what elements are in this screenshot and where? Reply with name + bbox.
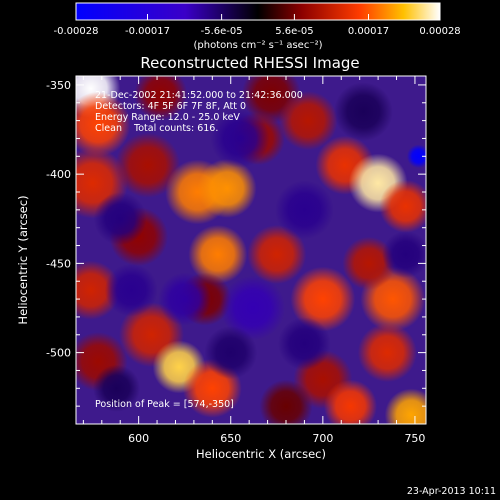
colorbar: -0.00028 -0.00017 -5.6e-05 5.6e-05 0.00017 0.… [54,2,461,51]
heatmap-blob [197,158,257,218]
x-axis-label: Heliocentric X (arcsec) [196,447,326,461]
y-axis-label: Heliocentric Y (arcsec) [16,195,30,324]
heatmap-blob [406,144,426,169]
heatmap-blob [93,192,147,246]
heatmap-blob [357,323,417,383]
heatmap-blob [92,364,141,412]
heatmap-blob [384,388,426,424]
heatmap-blob [290,266,356,332]
plot-frame [75,75,427,425]
heatmap-blob [115,132,181,198]
y-tick-label: -400 [46,168,71,181]
heatmap-blob [379,179,426,233]
y-tick-label: -350 [46,79,71,92]
heatmap-blob [220,275,286,341]
heatmap-blobs [76,76,426,424]
heatmap-blob [104,263,158,317]
annotation-clean-counts: Clean Total counts: 616. [95,123,218,134]
heatmap-blob [210,108,270,168]
axis-ticks: 600 650 700 750 -350 -400 -450 -500 [46,76,426,445]
colorbar-unit-label: (photons cm⁻² s⁻¹ asec⁻²) [193,40,322,51]
annotation-block: 21-Dec-2002 21:41:52.000 to 21:42:36.000… [95,90,303,134]
x-tick-label: 650 [220,432,241,445]
heatmap-blob [274,180,334,240]
colorbar-tick-label: 5.6e-05 [275,26,313,37]
colorbar-gradient [75,2,441,21]
y-tick-label: -500 [46,347,71,360]
heatmap-blob [277,317,331,371]
heatmap-blob [278,91,338,151]
colorbar-tick-label: -5.6e-05 [201,26,243,37]
annotation-time-range: 21-Dec-2002 21:41:52.000 to 21:42:36.000 [95,90,303,101]
heatmap-blob [259,379,313,424]
x-tick-label: 750 [404,432,425,445]
colorbar-tick-label: -0.00028 [54,26,99,37]
y-tick-label: -450 [46,257,71,270]
footer-date: 23-Apr-2013 10:11 [407,486,496,497]
annotation-energy-range: Energy Range: 12.0 - 25.0 keV [95,112,240,123]
heatmap-blob [76,91,131,157]
heatmap-blob [382,230,426,279]
chart-title: Reconstructed RHESSI Image [140,54,359,72]
colorbar-tick-label: -0.00017 [125,26,170,37]
heatmap-blob [323,379,377,424]
heatmap-blob [76,260,121,320]
heatmap-blob [333,82,393,142]
heatmap-blob [247,224,307,284]
heatmap-blob [134,76,188,121]
colorbar-tick-label: 0.00017 [348,26,389,37]
annotation-detectors: Detectors: 4F 5F 6F 7F 8F, Att 0 [95,101,246,112]
heatmap-blob [204,326,258,380]
heatmap-blob [342,236,396,290]
colorbar-ticks: -0.00028 -0.00017 -5.6e-05 5.6e-05 0.00017 0.… [54,14,461,37]
plot-area: 600 650 700 750 -350 -400 -450 -500 [46,75,427,445]
heatmap-blob [188,224,248,284]
heatmap-blob [158,272,212,326]
colorbar-tick-label: 0.00028 [419,26,460,37]
peak-position-label: Position of Peak = [574,-350] [95,399,234,410]
x-tick-label: 700 [312,432,333,445]
x-tick-label: 600 [128,432,149,445]
